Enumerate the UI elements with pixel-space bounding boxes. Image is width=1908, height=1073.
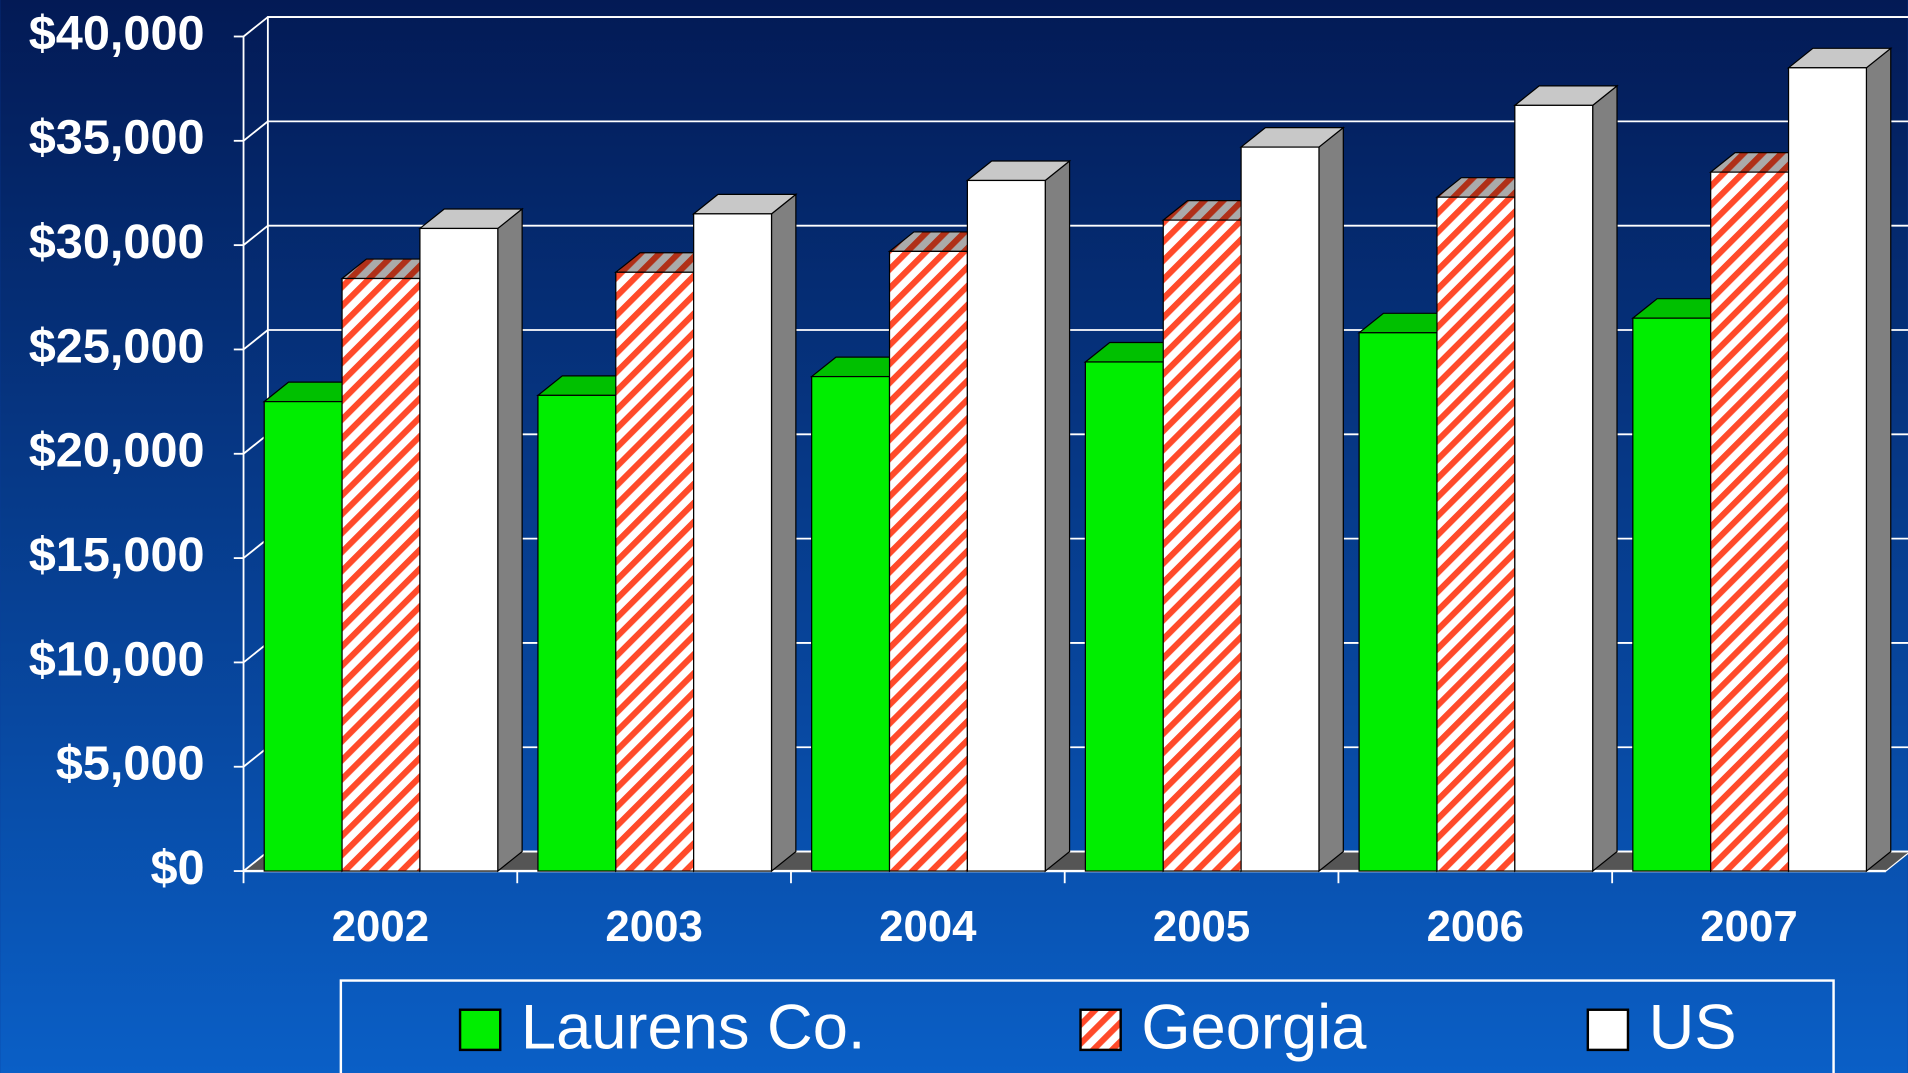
- grid-line: [242, 120, 269, 142]
- bar-front: [615, 271, 695, 872]
- bar-front: [1436, 196, 1516, 872]
- x-tick-label: 2005: [1153, 902, 1250, 951]
- legend-label: Georgia: [1141, 992, 1367, 1062]
- bar-front: [1787, 67, 1868, 872]
- y-tick-label: $15,000: [29, 528, 205, 582]
- bar: [1513, 84, 1619, 873]
- bar-side: [1865, 47, 1892, 873]
- legend-swatch: [458, 1008, 502, 1052]
- bar-front: [693, 213, 773, 872]
- x-tick-label: 2003: [605, 902, 702, 951]
- bar-side: [1592, 84, 1618, 873]
- bar-front: [1358, 332, 1438, 872]
- y-tick-label: $20,000: [29, 424, 205, 478]
- x-tick-label: 2007: [1700, 902, 1797, 951]
- bar-front: [1632, 317, 1712, 872]
- bar: [262, 380, 369, 873]
- y-tick-label: $30,000: [29, 215, 205, 269]
- bar-front: [1162, 219, 1242, 872]
- bar: [1786, 47, 1893, 873]
- legend-swatch: [1079, 1008, 1122, 1052]
- bar-front: [537, 394, 617, 872]
- grid-line: [242, 329, 269, 351]
- bar: [691, 193, 798, 873]
- y-tick-label: $40,000: [29, 6, 205, 60]
- grid-line: [242, 224, 269, 246]
- y-tick-label: $10,000: [29, 632, 205, 686]
- bar-side: [770, 193, 797, 873]
- bar-front: [1240, 146, 1320, 872]
- bar-front: [811, 375, 891, 872]
- bar-side: [497, 207, 523, 873]
- y-tick-label: $5,000: [56, 737, 205, 791]
- y-tick-label: $25,000: [29, 319, 205, 373]
- bar-front: [888, 250, 968, 872]
- bar-front: [1514, 104, 1594, 872]
- y-tick-label: $35,000: [29, 111, 205, 165]
- bar-front: [966, 179, 1046, 872]
- bar-front: [1084, 361, 1164, 872]
- x-tick-label: 2002: [332, 902, 429, 951]
- legend-box: [339, 979, 1835, 1073]
- bar-front: [1710, 171, 1790, 872]
- bar: [418, 207, 524, 873]
- y-tick-label: $0: [150, 841, 204, 895]
- bar: [1239, 126, 1346, 873]
- legend-label: Laurens Co.: [521, 992, 866, 1062]
- bar-side: [1318, 126, 1344, 873]
- plot-area: $0 $5,000 $10,000 $15,000 $20,000 $25,000 $30,…: [29, 6, 1908, 951]
- legend-label: US: [1649, 992, 1737, 1062]
- legend-swatch: [1586, 1008, 1630, 1052]
- bar-front: [341, 277, 421, 872]
- bar: [965, 159, 1072, 873]
- grid-line: [242, 16, 269, 38]
- bar-front: [263, 401, 343, 872]
- bar-side: [1044, 159, 1071, 873]
- x-tick-label: 2004: [879, 902, 977, 951]
- bar-front: [419, 227, 499, 872]
- x-tick-label: 2006: [1427, 902, 1524, 951]
